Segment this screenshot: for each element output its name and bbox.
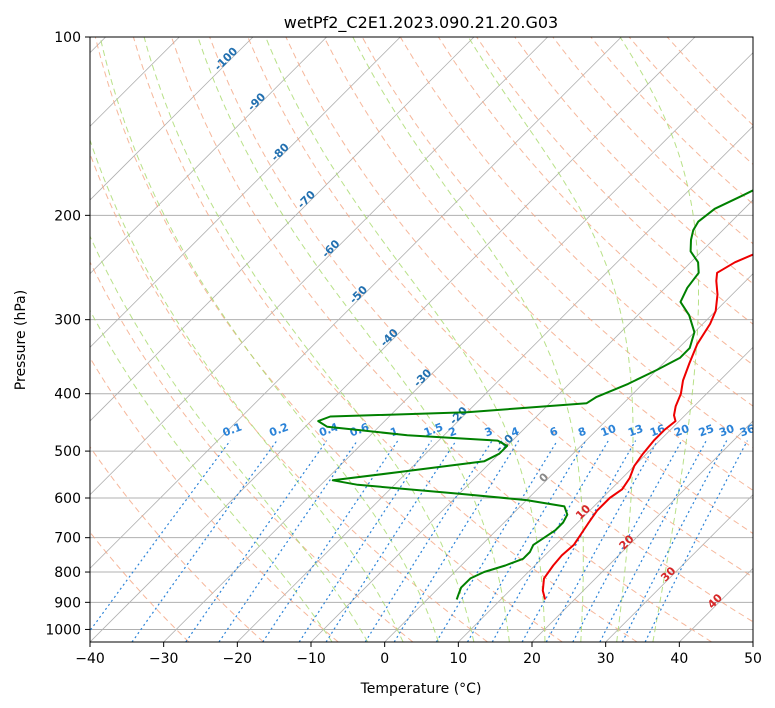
y-axis: 100 200 300 400 500 600 700 800 900 1000 — [45, 30, 90, 638]
y-tick-label: 100 — [54, 30, 81, 46]
mixing-ratio-label: 0.2 — [268, 421, 291, 440]
x-tick-label: 30 — [597, 651, 615, 667]
dry-adiabat-line — [209, 37, 753, 623]
mixing-ratio-label: 25 — [697, 422, 716, 439]
dry-adiabat-line — [90, 260, 414, 642]
dry-adiabat-line — [90, 446, 264, 642]
mixing-ratio-line — [364, 440, 493, 642]
x-tick-label: −20 — [223, 651, 253, 667]
temperature-line — [541, 253, 753, 600]
moist-adiabat-line — [99, 37, 439, 642]
y-tick-label: 200 — [54, 208, 81, 224]
mixing-ratio-line — [90, 440, 231, 632]
isotherm-line — [531, 420, 753, 642]
mixing-ratio-label: 4 — [509, 424, 521, 439]
x-axis: −40 −30 −20 −10 0 10 20 30 40 50 — [75, 642, 762, 667]
isotherm-line — [458, 346, 753, 642]
mixing-ratio-line — [262, 440, 399, 642]
mixing-ratio-label: 2 — [447, 425, 459, 440]
mixing-ratio-label: 36 — [738, 422, 757, 440]
isotherm-line — [237, 125, 753, 642]
dry-adiabat-line — [285, 37, 753, 535]
y-tick-label: 900 — [54, 595, 81, 611]
mixing-ratio-label: 6 — [548, 424, 560, 439]
x-tick-label: 10 — [449, 651, 467, 667]
y-tick-label: 400 — [54, 387, 81, 403]
isotherm-line — [90, 37, 622, 569]
isotherm-line — [163, 52, 753, 642]
x-tick-label: −40 — [75, 651, 105, 667]
y-axis-title: Pressure (hPa) — [13, 290, 29, 390]
y-tick-label: 1000 — [45, 622, 81, 638]
x-tick-label: 50 — [744, 651, 762, 667]
mixing-ratio-label: 8 — [576, 425, 588, 440]
moist-adiabat-line — [467, 37, 634, 642]
mixing-ratio-label: 0.1 — [221, 421, 244, 440]
mixing-ratio-line — [131, 440, 278, 642]
x-tick-label: 20 — [523, 651, 541, 667]
moist-adiabat-line — [197, 37, 510, 642]
mixing-ratio-label: 20 — [672, 422, 691, 440]
x-tick-label: −30 — [149, 651, 179, 667]
dry-adiabat-line — [94, 37, 563, 642]
isotherm-line — [90, 37, 327, 275]
mixing-ratio-line — [572, 440, 683, 642]
mixing-ratio-label: 16 — [648, 422, 667, 440]
isotherm-line — [90, 37, 401, 348]
mixing-ratio-line — [298, 440, 432, 642]
y-tick-label: 300 — [54, 313, 81, 329]
mixing-ratio-label: 13 — [626, 422, 645, 439]
mixing-ratio-line — [393, 440, 520, 642]
mixing-ratio-line — [599, 440, 707, 642]
dry-adiabat-line — [171, 37, 712, 642]
moist-adiabat-line — [90, 235, 369, 642]
mixing-ratio-label: 1.5 — [422, 421, 445, 440]
mixing-ratio-line — [435, 440, 558, 642]
isotherm-line — [90, 37, 254, 201]
moist-adiabat-line — [143, 37, 475, 642]
y-tick-label: 600 — [54, 491, 81, 507]
isotherm-line — [605, 494, 753, 642]
dry-adiabat-line — [247, 37, 753, 578]
dry-adiabat-line — [132, 37, 638, 642]
profile-lines — [317, 189, 753, 600]
mixing-ratio-line — [644, 440, 748, 642]
isotherm-line — [90, 37, 475, 422]
isotherm-line — [90, 37, 548, 496]
moist-adiabat-line — [352, 37, 584, 642]
chart-title: wetPf2_C2E1.2023.090.21.20.G03 — [284, 13, 558, 33]
y-tick-label: 700 — [54, 531, 81, 547]
dry-adiabat-line — [476, 37, 753, 325]
mixing-ratio-label: 3 — [483, 425, 495, 440]
mixing-ratio-label: 1 — [388, 425, 400, 440]
x-axis-title: Temperature (°C) — [360, 681, 482, 697]
mixing-ratio-line — [545, 440, 659, 642]
dewpoint-line — [317, 189, 753, 600]
mixing-ratio-line — [325, 440, 457, 642]
mixing-ratio-line — [621, 440, 728, 642]
mixing-ratio-label: 30 — [717, 422, 736, 440]
x-tick-label: −10 — [296, 651, 326, 667]
moist-adiabat-line — [90, 309, 333, 642]
isotherm-line — [384, 273, 753, 642]
x-tick-label: 0 — [380, 651, 389, 667]
y-tick-label: 800 — [54, 565, 81, 581]
dry-adiabat-line — [323, 37, 753, 491]
y-tick-label: 500 — [54, 444, 81, 460]
isotherm-line — [90, 37, 696, 642]
plot-frame — [89, 36, 754, 643]
dry-adiabat-line — [514, 37, 753, 285]
mixing-ratio-label: 10 — [599, 422, 618, 440]
x-tick-label: 40 — [670, 651, 688, 667]
